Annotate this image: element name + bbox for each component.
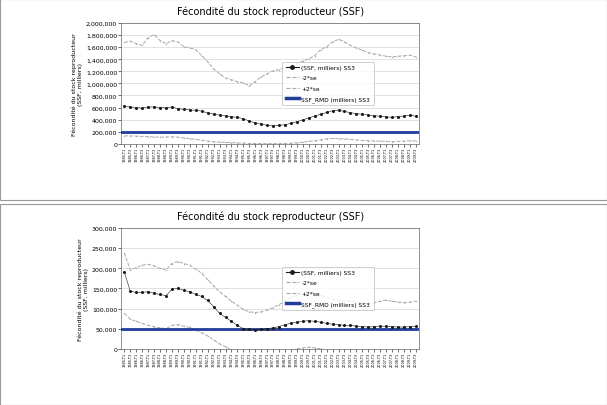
Y-axis label: Fécondité du stock reproducteur
(SSF, milliers): Fécondité du stock reproducteur (SSF, mi… <box>78 237 89 340</box>
Text: Fécondité du stock reproducteur (SSF): Fécondité du stock reproducteur (SSF) <box>177 211 364 222</box>
Y-axis label: Fécondité du stock reproducteur
(SSF, milliers): Fécondité du stock reproducteur (SSF, mi… <box>72 33 83 135</box>
Legend: (SSF, milliers) SS3, -2*se, +2*se, SSF_RMD (milliers) SS3: (SSF, milliers) SS3, -2*se, +2*se, SSF_R… <box>282 62 374 106</box>
Legend: (SSF, milliers) SS3, -2*se, +2*se, SSF_RMD (milliers) SS3: (SSF, milliers) SS3, -2*se, +2*se, SSF_R… <box>282 267 374 311</box>
Text: Fécondité du stock reproducteur (SSF): Fécondité du stock reproducteur (SSF) <box>177 7 364 17</box>
